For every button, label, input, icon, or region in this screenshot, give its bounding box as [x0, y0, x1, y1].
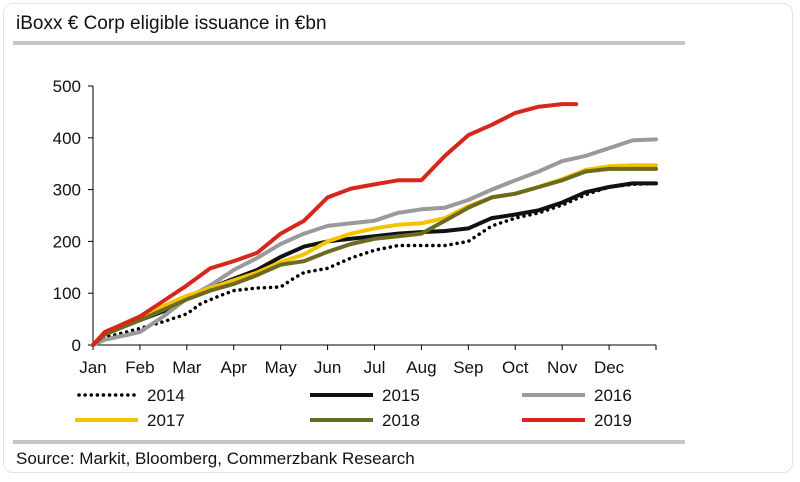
x-tick-label: Apr [221, 358, 248, 377]
source-note: Source: Markit, Bloomberg, Commerzbank R… [16, 449, 415, 468]
title-rule [13, 41, 685, 45]
legend-label-2019: 2019 [594, 411, 632, 430]
chart-title: iBoxx € Corp eligible issuance in €bn [16, 13, 327, 34]
x-tick-label: Oct [502, 358, 529, 377]
x-tick-label: Mar [172, 358, 202, 377]
x-tick-label: May [265, 358, 298, 377]
y-tick-label: 500 [53, 77, 81, 96]
y-tick-label: 200 [53, 232, 81, 251]
series-line-2015 [91, 181, 658, 347]
x-tick-label: Sep [453, 358, 483, 377]
legend-label-2016: 2016 [594, 386, 632, 405]
series-line-2019 [91, 102, 579, 347]
legend-label-2014: 2014 [147, 386, 185, 405]
legend-label-2017: 2017 [147, 411, 185, 430]
y-tick-label: 400 [53, 129, 81, 148]
x-tick-label: Jun [314, 358, 341, 377]
legend-label-2015: 2015 [382, 386, 420, 405]
x-tick-label: Jan [79, 358, 106, 377]
legend-label-2018: 2018 [382, 411, 420, 430]
y-tick-label: 0 [72, 336, 81, 355]
source-rule [13, 440, 685, 444]
series-line-2014 [91, 181, 658, 347]
x-tick-label: Jul [364, 358, 386, 377]
series-line-2016 [91, 137, 658, 347]
x-tick-label: Dec [594, 358, 625, 377]
x-tick-label: Aug [406, 358, 436, 377]
y-tick-label: 300 [53, 181, 81, 200]
x-tick-label: Feb [125, 358, 154, 377]
y-tick-label: 100 [53, 284, 81, 303]
x-tick-label: Nov [547, 358, 578, 377]
series-line-2018 [91, 166, 658, 347]
series-line-2017 [91, 163, 658, 347]
